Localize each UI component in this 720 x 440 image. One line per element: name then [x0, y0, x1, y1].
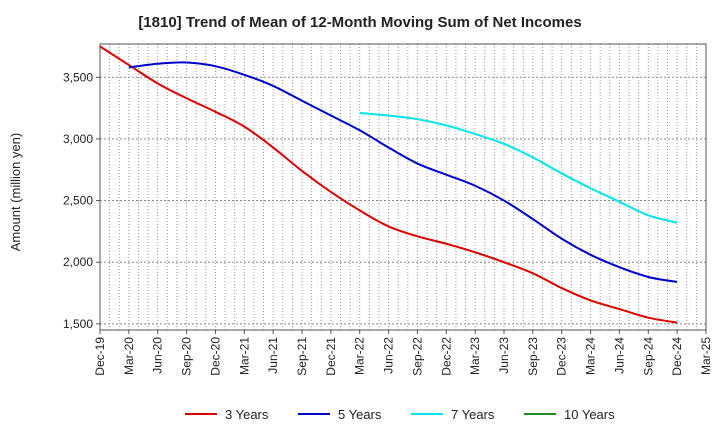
- chart-title: [1810] Trend of Mean of 12-Month Moving …: [138, 14, 582, 31]
- legend-label: 7 Years: [451, 407, 495, 422]
- y-tick-label: 3,000: [63, 132, 93, 146]
- x-tick-label: Jun-24: [612, 337, 626, 374]
- grid: [100, 44, 706, 330]
- legend-label: 5 Years: [338, 407, 382, 422]
- series-lines: [99, 45, 678, 324]
- y-tick-label: 2,000: [63, 255, 93, 269]
- x-tick-label: Sep-20: [180, 337, 194, 376]
- legend-label: 3 Years: [225, 407, 269, 422]
- x-tick-label: Sep-22: [410, 337, 424, 376]
- x-tick-label: Sep-24: [641, 337, 655, 376]
- series-line-5-years: [128, 61, 678, 283]
- y-tick-label: 2,500: [63, 194, 93, 208]
- x-tick-label: Dec-23: [555, 337, 569, 376]
- x-tick-label: Dec-19: [93, 337, 107, 376]
- x-tick-label: Mar-21: [237, 337, 251, 375]
- y-axis-ticks: 1,500 2,000 2,500 3,000 3,500: [63, 70, 100, 331]
- x-axis-ticks: Dec-19 Mar-20 Jun-20 Sep-20 Dec-20 Mar-21 Jun-…: [93, 330, 713, 376]
- x-tick-label: Mar-20: [122, 337, 136, 375]
- x-tick-label: Dec-22: [439, 337, 453, 376]
- plot-area: [99, 43, 707, 331]
- legend: 3 Years 5 Years 7 Years 10 Years: [185, 407, 615, 422]
- series-line-7-years: [359, 112, 678, 224]
- x-tick-label: Dec-20: [208, 337, 222, 376]
- x-tick-label: Mar-25: [699, 337, 713, 375]
- x-tick-label: Jun-21: [266, 337, 280, 374]
- series-line-3-years: [99, 45, 678, 324]
- x-tick-label: Sep-21: [295, 337, 309, 376]
- x-tick-label: Mar-22: [353, 337, 367, 375]
- x-tick-label: Jun-22: [382, 337, 396, 374]
- x-tick-label: Mar-23: [468, 337, 482, 375]
- y-axis-label: Amount (million yen): [8, 133, 23, 252]
- legend-label: 10 Years: [564, 407, 615, 422]
- x-tick-label: Mar-24: [584, 337, 598, 375]
- x-tick-label: Jun-20: [151, 337, 165, 374]
- y-tick-label: 1,500: [63, 317, 93, 331]
- x-tick-label: Sep-23: [526, 337, 540, 376]
- x-tick-label: Dec-24: [670, 337, 684, 376]
- x-tick-label: Dec-21: [324, 337, 338, 376]
- x-tick-label: Jun-23: [497, 337, 511, 374]
- y-tick-label: 3,500: [63, 70, 93, 84]
